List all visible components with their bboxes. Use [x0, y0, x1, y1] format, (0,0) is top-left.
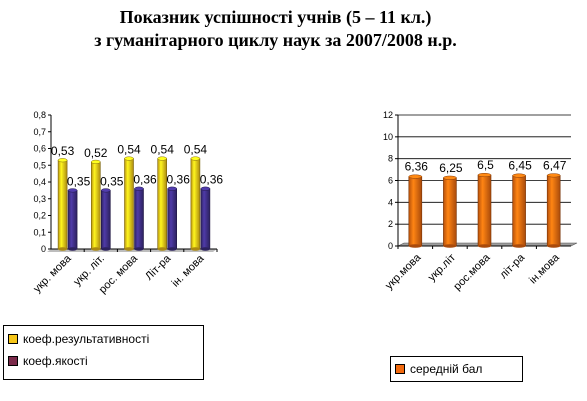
- legend-left-chart: коеф.результативності коеф.якості: [3, 325, 204, 380]
- bar-left-s1-c4: [200, 186, 211, 251]
- x-category-label: ін. мова: [170, 252, 207, 289]
- legend-item-average: середній бал: [395, 357, 516, 381]
- y-tick-label: 0,4: [33, 177, 46, 187]
- x-category-label: укр.літ: [426, 252, 458, 284]
- y-tick-label: 10: [383, 132, 393, 142]
- y-tick-label: 0: [388, 241, 393, 251]
- legend-swatch-yellow: [8, 334, 18, 344]
- data-label: 6,5: [477, 158, 494, 172]
- bar-right-c0: [408, 174, 423, 248]
- y-tick-label: 4: [388, 197, 393, 207]
- bar-left-s0-c0: [57, 158, 68, 251]
- y-tick-label: 0,7: [33, 127, 46, 137]
- legend-label-average: середній бал: [410, 362, 483, 376]
- y-tick-label: 0,3: [33, 194, 46, 204]
- legend-label-effectiveness: коеф.результативності: [23, 332, 150, 346]
- bar-right-c3: [512, 173, 526, 248]
- y-tick-label: 0,1: [33, 227, 46, 237]
- y-tick-label: 0,5: [33, 160, 46, 170]
- y-tick-label: 12: [383, 110, 393, 120]
- data-label: 6,47: [543, 158, 567, 172]
- bar-right-c4: [546, 173, 561, 248]
- data-label: 0,52: [84, 146, 108, 160]
- data-label: 0,36: [167, 173, 191, 187]
- bar-right-c2: [477, 172, 492, 248]
- data-label: 0,36: [133, 173, 157, 187]
- data-label: 0,54: [117, 143, 141, 157]
- x-category-label: укр.мова: [383, 251, 424, 292]
- y-tick-label: 6: [388, 176, 393, 186]
- x-category-label: ін.мова: [527, 251, 562, 286]
- y-tick-label: 0,2: [33, 211, 46, 221]
- bar-left-s0-c2: [124, 156, 134, 251]
- data-label: 0,54: [184, 143, 208, 157]
- data-label: 6,45: [508, 159, 532, 173]
- legend-swatch-purple: [8, 356, 18, 366]
- data-label: 6,36: [405, 160, 429, 174]
- y-tick-label: 0,8: [33, 110, 46, 120]
- legend-item-quality: коеф.якості: [8, 350, 197, 372]
- data-label: 0,35: [67, 174, 91, 188]
- bar-left-s0-c1: [91, 159, 101, 251]
- data-label: 0,35: [100, 174, 124, 188]
- bar-left-s1-c0: [67, 188, 78, 251]
- y-tick-label: 0,6: [33, 144, 46, 154]
- y-tick-label: 2: [388, 219, 393, 229]
- y-tick-label: 8: [388, 154, 393, 164]
- legend-item-effectiveness: коеф.результативності: [8, 328, 197, 350]
- data-label: 0,36: [200, 173, 224, 187]
- data-label: 0,53: [51, 144, 75, 158]
- x-category-label: укр. мова: [31, 252, 74, 295]
- y-tick-label: 0: [41, 244, 46, 254]
- legend-swatch-orange: [395, 364, 405, 374]
- chart-title-line-2: з гуманітарного циклу наук за 2007/2008 …: [94, 30, 457, 50]
- bar-left-s1-c2: [134, 186, 144, 251]
- x-category-label: Літ-ра: [143, 252, 174, 283]
- chart-title-line-1: Показник успішності учнів (5 – 11 кл.): [119, 7, 432, 27]
- bar-left-s1-c1: [101, 188, 111, 251]
- bar-left-s0-c4: [190, 156, 201, 251]
- legend-label-quality: коеф.якості: [23, 354, 88, 368]
- data-label: 6,25: [439, 161, 463, 175]
- bar-right-c1: [443, 175, 457, 248]
- bar-left-s1-c3: [167, 186, 177, 251]
- x-category-label: рос.мова: [451, 251, 493, 293]
- bar-left-s0-c3: [157, 156, 167, 251]
- data-label: 0,54: [151, 143, 175, 157]
- legend-right-chart: середній бал: [390, 356, 523, 382]
- x-category-label: літ-ра: [498, 251, 528, 281]
